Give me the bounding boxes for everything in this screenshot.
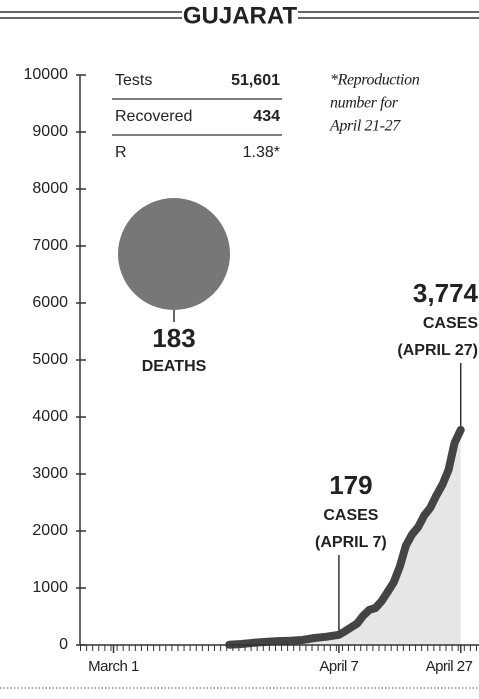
x-tick-label: April 27 xyxy=(426,658,473,675)
note: April 21-27 xyxy=(329,118,401,135)
area xyxy=(229,429,461,645)
deaths-label: DEATHS xyxy=(142,358,207,375)
deaths-value: 183 xyxy=(152,323,195,353)
y-tick-label: 7000 xyxy=(32,237,68,254)
y-tick-label: 10000 xyxy=(24,66,69,83)
annotation-text: (APRIL 27) xyxy=(397,342,478,359)
annotation-value: 179 xyxy=(329,470,372,500)
annotation-text: CASES xyxy=(323,507,378,524)
stat-label: Recovered xyxy=(115,108,192,125)
stat-value: 51,601 xyxy=(231,72,280,89)
y-tick-label: 4000 xyxy=(32,408,68,425)
annotation-text: (APRIL 7) xyxy=(315,534,387,551)
y-tick-label: 5000 xyxy=(32,351,68,368)
y-tick-label: 2000 xyxy=(32,522,68,539)
chart-title: GUJARAT xyxy=(183,2,298,29)
line xyxy=(225,425,465,649)
note: *Reproduction xyxy=(330,72,420,89)
note: number for xyxy=(330,95,399,112)
deaths-bubble xyxy=(117,197,231,311)
annotation-value: 3,774 xyxy=(413,278,479,308)
stat-value: 434 xyxy=(253,108,280,125)
y-tick-label: 3000 xyxy=(32,465,68,482)
stat-value: 1.38* xyxy=(243,144,280,161)
x-tick-label: March 1 xyxy=(88,658,139,675)
y-tick-label: 1000 xyxy=(32,579,68,596)
stat-label: R xyxy=(115,144,127,161)
y-tick-label: 6000 xyxy=(32,294,68,311)
y-tick-label: 9000 xyxy=(32,123,68,140)
x-tick-label: April 7 xyxy=(319,658,358,675)
annotation-text: CASES xyxy=(423,315,478,332)
y-tick-label: 0 xyxy=(59,636,68,653)
stat-label: Tests xyxy=(115,72,152,89)
y-tick-label: 8000 xyxy=(32,180,68,197)
